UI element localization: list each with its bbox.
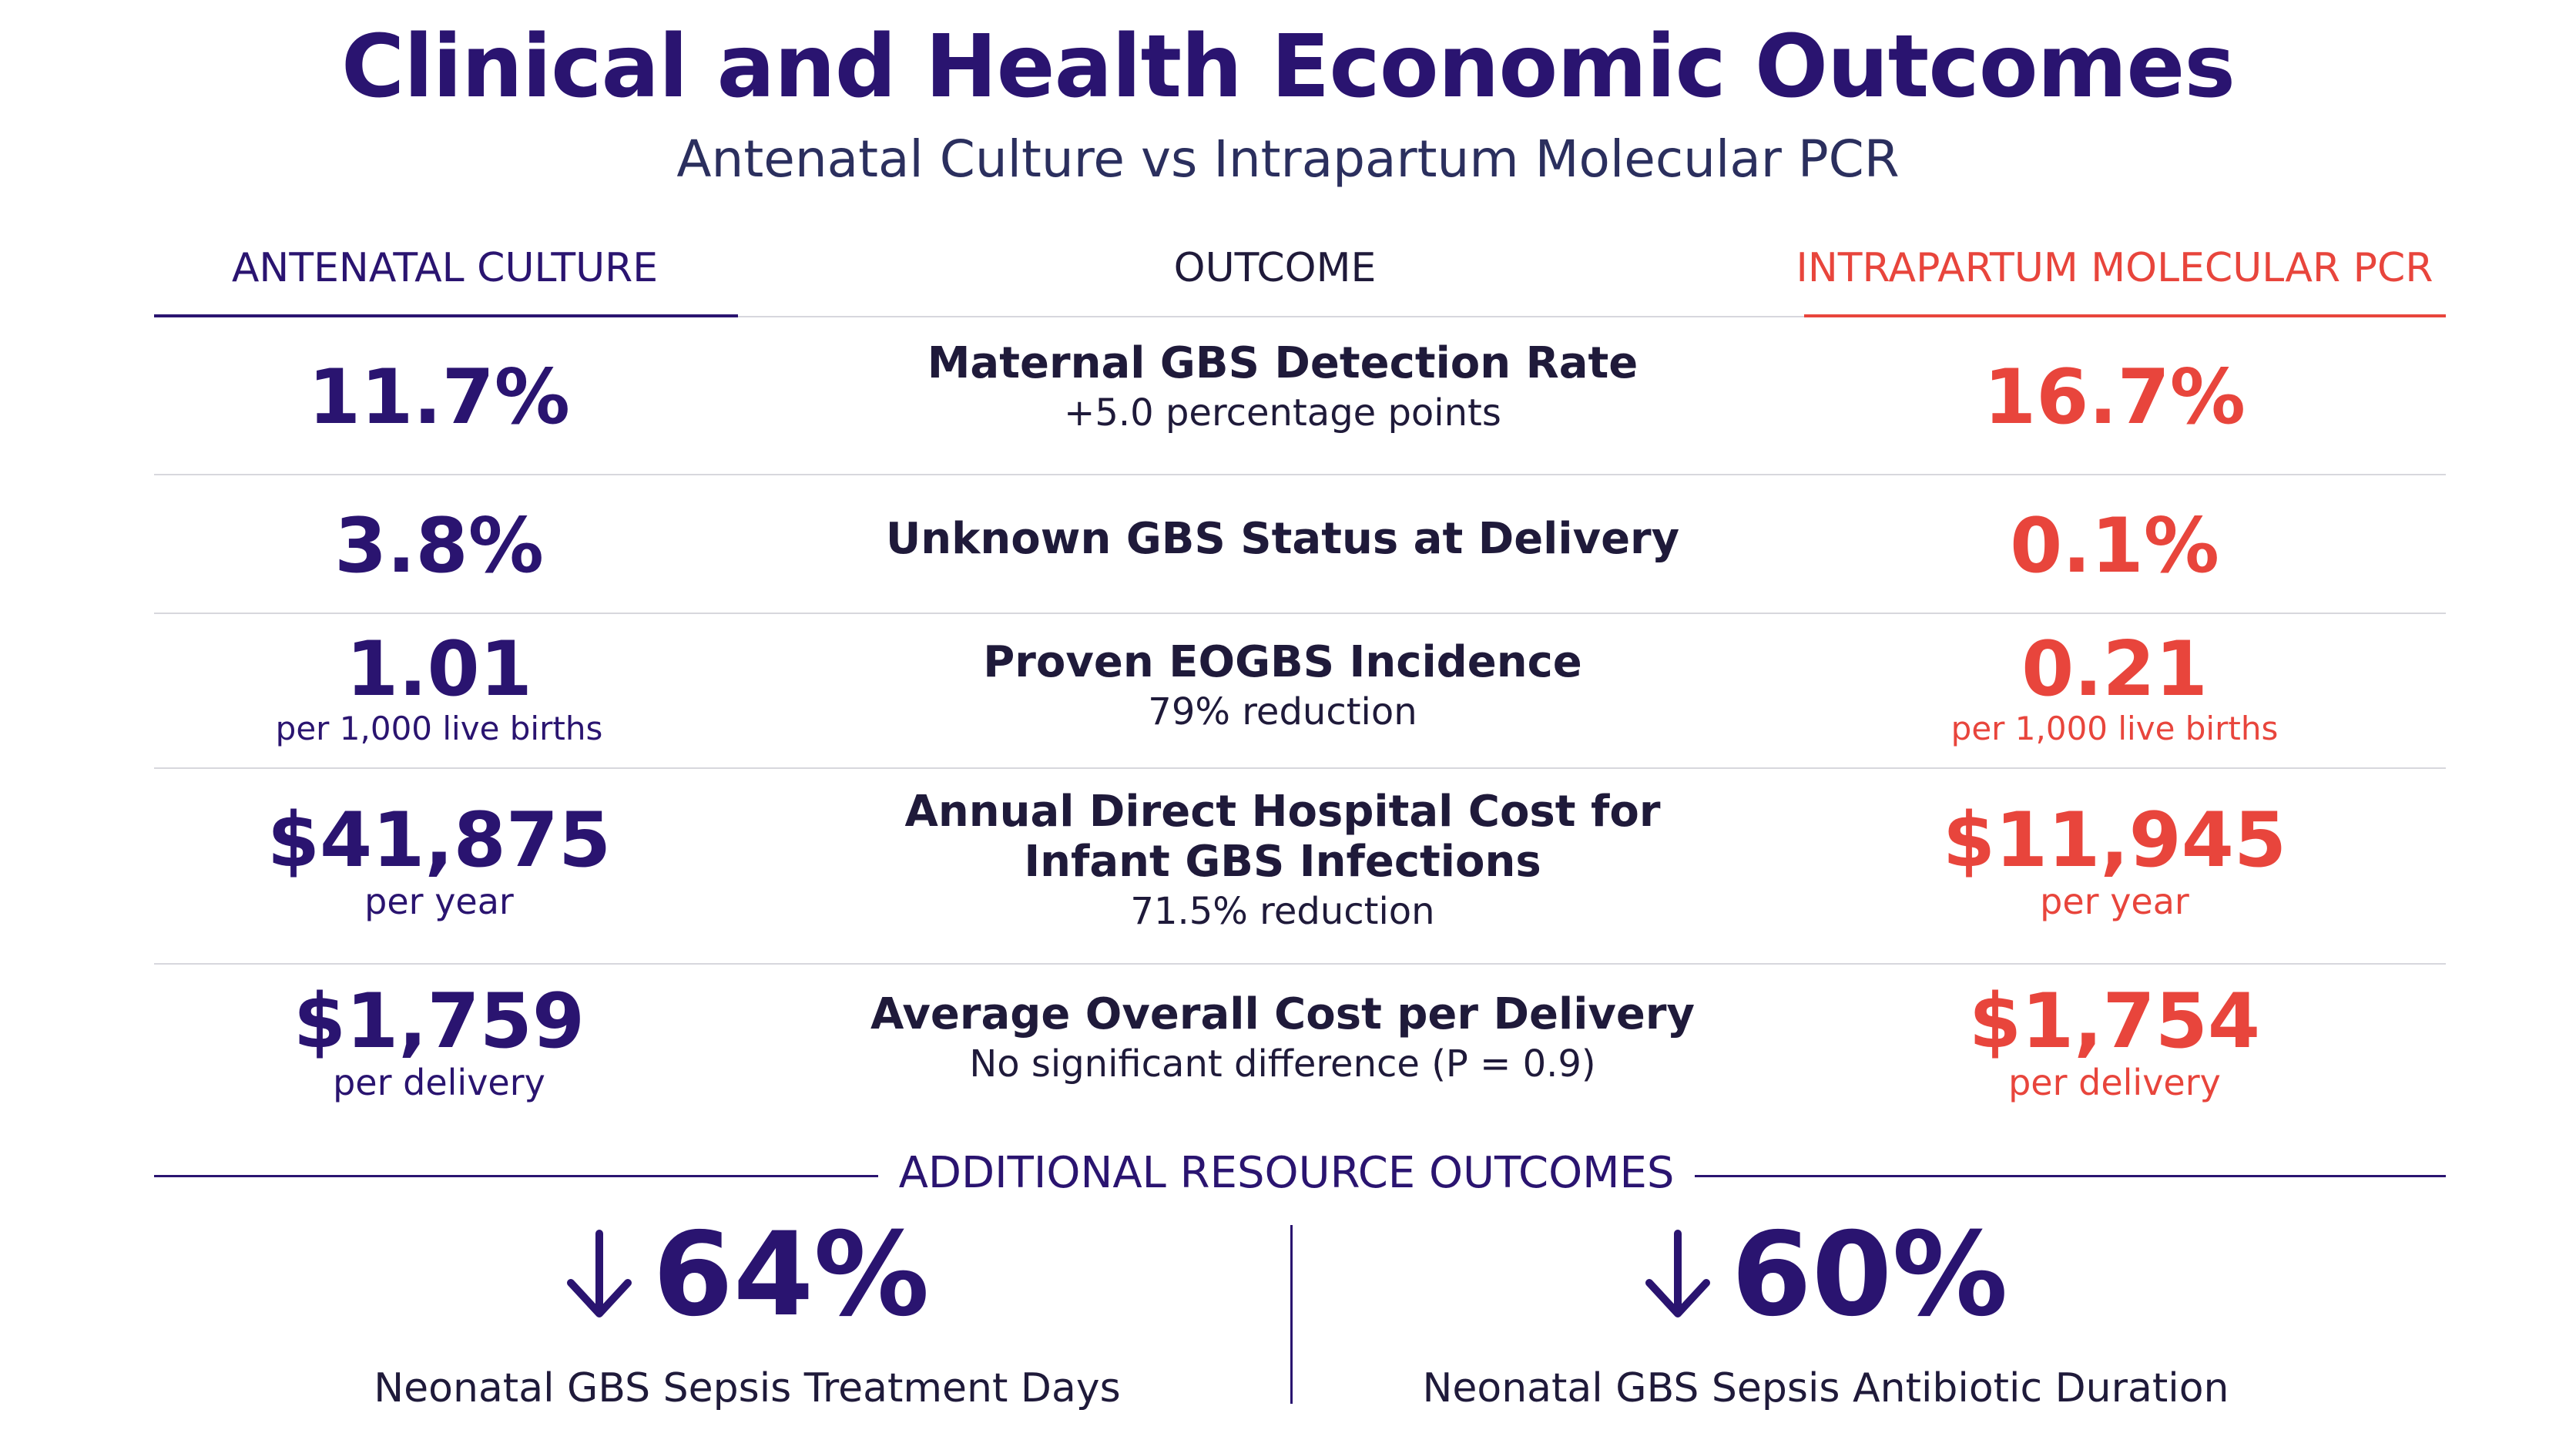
page-title: Clinical and Health Economic Outcomes: [340, 17, 2236, 117]
row-1-pcr-value-cell: 16.7%: [1795, 358, 2434, 438]
row-divider: [154, 613, 2446, 614]
stat-label: Neonatal GBS Sepsis Antibiotic Duration: [1422, 1365, 2229, 1411]
row-5-outcome-cell: Average Overall Cost per Delivery No sig…: [817, 989, 1749, 1088]
stats-divider: [1290, 1225, 1293, 1404]
row-divider: [154, 767, 2446, 769]
section-heading: ADDITIONAL RESOURCE OUTCOMES: [898, 1148, 1675, 1198]
antenatal-unit: per 1,000 live births: [275, 709, 603, 747]
pcr-value: 0.21: [2021, 626, 2208, 713]
row-5-antenatal-value-cell: $1,759 per delivery: [154, 982, 724, 1104]
outcome-note: No significant difference (P = 0.9): [969, 1042, 1596, 1086]
section-rule-left: [154, 1175, 878, 1177]
antenatal-value: 3.8%: [334, 502, 544, 590]
stat-percentage: 60%: [1731, 1208, 2008, 1342]
row-3-outcome-cell: Proven EOGBS Incidence 79% reduction: [817, 637, 1749, 736]
pcr-unit: per 1,000 live births: [1950, 709, 2279, 747]
antenatal-unit: per delivery: [333, 1061, 545, 1103]
column-header-pcr: INTRAPARTUM MOLECULAR PCR: [1796, 245, 2433, 291]
row-2-pcr-value-cell: 0.1%: [1795, 507, 2434, 586]
outcome-label-line-2: Infant GBS Infections: [1024, 836, 1541, 887]
row-3-antenatal-value-cell: 1.01 per 1,000 live births: [154, 630, 724, 748]
stat-value-row: 60%: [1643, 1208, 2008, 1342]
row-2-outcome-cell: Unknown GBS Status at Delivery: [817, 514, 1749, 565]
stat-value-row: 64%: [565, 1208, 930, 1342]
page-subtitle: Antenatal Culture vs Intrapartum Molecul…: [676, 129, 1900, 189]
header-divider: [154, 316, 2446, 317]
row-2-antenatal-value-cell: 3.8%: [154, 507, 724, 586]
antenatal-value: $1,759: [293, 978, 585, 1066]
antenatal-value: 11.7%: [308, 354, 570, 441]
stat-treatment-days: 64% Neonatal GBS Sepsis Treatment Days: [339, 1217, 1156, 1411]
outcome-label: Average Overall Cost per Delivery: [870, 989, 1695, 1039]
pcr-value: 0.1%: [2010, 502, 2219, 590]
antenatal-unit: per year: [364, 880, 514, 922]
section-rule-right: [1695, 1175, 2446, 1177]
column-header-antenatal: ANTENATAL CULTURE: [231, 245, 659, 291]
pcr-value: $1,754: [1968, 978, 2261, 1066]
stat-label: Neonatal GBS Sepsis Treatment Days: [374, 1365, 1121, 1411]
column-header-outcome: OUTCOME: [1173, 245, 1377, 291]
row-4-antenatal-value-cell: $41,875 per year: [154, 801, 724, 923]
row-4-pcr-value-cell: $11,945 per year: [1795, 801, 2434, 923]
pcr-unit: per delivery: [2008, 1061, 2221, 1103]
pcr-value: 16.7%: [1984, 354, 2246, 441]
outcome-note: 79% reduction: [1148, 690, 1417, 733]
pcr-value: $11,945: [1942, 797, 2287, 884]
pcr-unit: per year: [2040, 880, 2189, 922]
outcome-label-line-1: Annual Direct Hospital Cost for: [904, 787, 1661, 837]
outcome-note: 71.5% reduction: [1130, 889, 1435, 933]
arrow-down-icon: [565, 1229, 634, 1321]
antenatal-value: 1.01: [346, 626, 532, 713]
antenatal-value: $41,875: [267, 797, 612, 884]
stat-percentage: 64%: [652, 1208, 930, 1342]
stat-antibiotic-duration: 60% Neonatal GBS Sepsis Antibiotic Durat…: [1402, 1217, 2249, 1411]
row-5-pcr-value-cell: $1,754 per delivery: [1795, 982, 2434, 1104]
header-underline-pcr: [1804, 314, 2446, 317]
outcome-note: +5.0 percentage points: [1064, 391, 1501, 435]
row-1-outcome-cell: Maternal GBS Detection Rate +5.0 percent…: [817, 338, 1749, 437]
row-1-antenatal-value-cell: 11.7%: [154, 358, 724, 438]
row-3-pcr-value-cell: 0.21 per 1,000 live births: [1795, 630, 2434, 748]
row-4-outcome-cell: Annual Direct Hospital Cost for Infant G…: [817, 787, 1749, 935]
row-divider: [154, 474, 2446, 475]
row-divider: [154, 963, 2446, 965]
outcome-label: Maternal GBS Detection Rate: [927, 338, 1639, 388]
outcome-label: Proven EOGBS Incidence: [983, 637, 1582, 687]
arrow-down-icon: [1643, 1229, 1712, 1321]
header-underline-antenatal: [154, 314, 738, 317]
outcome-label: Unknown GBS Status at Delivery: [885, 514, 1680, 564]
